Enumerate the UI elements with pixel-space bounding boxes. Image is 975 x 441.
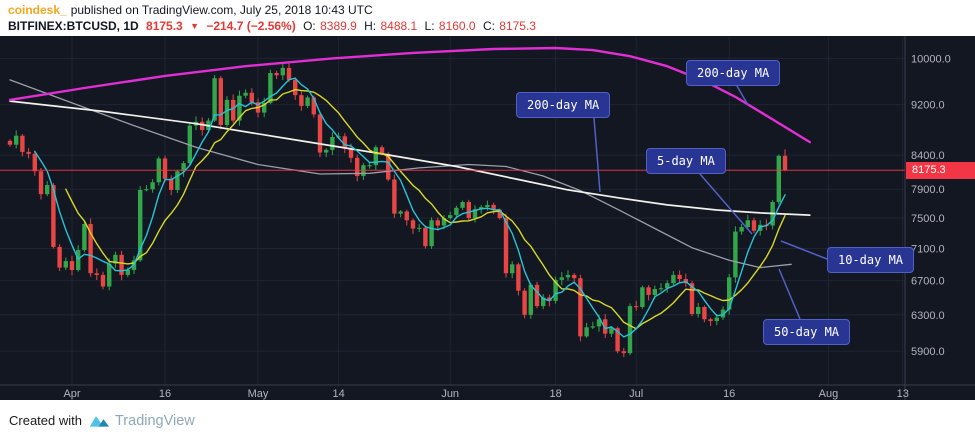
down-arrow-icon: ▼ [190, 21, 199, 31]
publish-line: coindesk_ published on TradingView.com, J… [8, 3, 373, 17]
symbol-line: BITFINEX:BTCUSD, 1D 8175.3 ▼ −214.7 (−2.… [8, 19, 540, 33]
svg-text:7100.0: 7100.0 [911, 243, 945, 255]
svg-text:6700.0: 6700.0 [911, 276, 945, 288]
low-label: L: [424, 19, 435, 33]
callout-arrows [593, 85, 828, 320]
svg-text:18: 18 [549, 388, 561, 400]
callout-10-day-ma[interactable]: 10-day MA [827, 247, 915, 273]
time-axis[interactable]: Apr 16 May 14 Jun 18 Jul 16 Aug 13 [63, 388, 908, 400]
svg-text:Aug: Aug [819, 388, 839, 400]
current-price-badge: 8175.3 [906, 161, 975, 179]
close-value: 8175.3 [499, 19, 536, 33]
last-price: 8175.3 [146, 19, 183, 33]
price-change: −214.7 (−2.56%) [206, 19, 296, 33]
symbol-label: BITFINEX:BTCUSD, 1D [8, 19, 139, 33]
created-with-label: Created with [9, 413, 82, 428]
svg-text:16: 16 [159, 388, 171, 400]
axis-separators [0, 36, 975, 400]
tradingview-brand-link[interactable]: TradingView [114, 412, 195, 429]
svg-text:May: May [248, 388, 269, 400]
svg-text:5900.0: 5900.0 [911, 346, 945, 358]
tradingview-logo-icon[interactable] [89, 413, 110, 428]
candles [7, 63, 788, 358]
open-value: 8389.9 [320, 19, 357, 33]
svg-text:14: 14 [332, 388, 344, 400]
high-value: 8488.1 [380, 19, 418, 33]
svg-text:13: 13 [897, 388, 909, 400]
price-axis[interactable]: 10000.0 9200.0 8400.0 7900.0 7500.0 7100.0 670… [911, 53, 951, 358]
svg-text:Jun: Jun [441, 388, 459, 400]
callout-200-day-ma-right[interactable]: 200-day MA [686, 60, 781, 86]
callout-5-day-ma[interactable]: 5-day MA [646, 148, 726, 174]
svg-text:7500.0: 7500.0 [911, 213, 945, 225]
svg-text:Apr: Apr [63, 388, 80, 400]
callout-50-day-ma[interactable]: 50-day MA [763, 319, 851, 345]
grid-lines [0, 36, 905, 385]
svg-text:16: 16 [723, 388, 735, 400]
svg-text:8400.0: 8400.0 [911, 150, 945, 162]
close-label: C: [482, 19, 495, 33]
ma-lines [8, 46, 811, 338]
svg-text:9200.0: 9200.0 [911, 100, 945, 112]
svg-text:Jul: Jul [629, 388, 643, 400]
source-handle: coindesk_ [8, 3, 67, 17]
callout-200-day-ma-left[interactable]: 200-day MA [516, 92, 611, 118]
high-label: H: [364, 19, 377, 33]
svg-text:10000.0: 10000.0 [911, 53, 951, 65]
svg-text:7900.0: 7900.0 [911, 184, 945, 196]
header: coindesk_ published on TradingView.com, J… [0, 0, 975, 36]
low-value: 8160.0 [438, 19, 476, 33]
footer: Created with TradingView [0, 400, 975, 441]
published-note: published on TradingView.com, July 25, 2… [70, 3, 373, 17]
open-label: O: [303, 19, 316, 33]
svg-text:6300.0: 6300.0 [911, 310, 945, 322]
